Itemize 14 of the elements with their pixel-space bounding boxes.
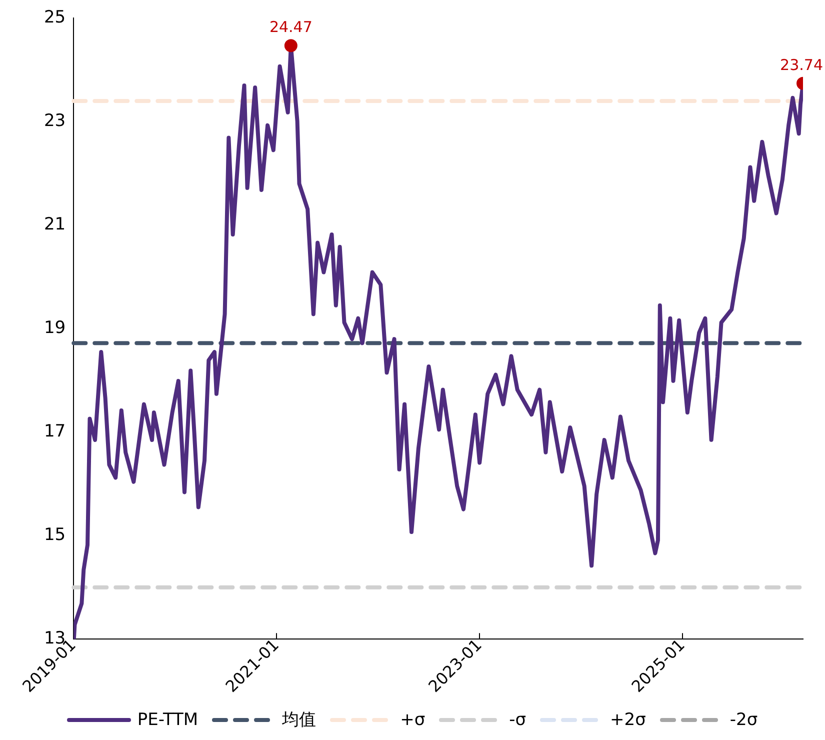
legend-label: +σ bbox=[400, 710, 426, 730]
data-label: 23.74 bbox=[780, 56, 824, 74]
legend-label: 均值 bbox=[282, 709, 316, 731]
y-tick-label: 25 bbox=[44, 8, 66, 28]
legend-label: -2σ bbox=[730, 710, 758, 730]
y-tick-label: 15 bbox=[44, 525, 66, 546]
data-label: 24.47 bbox=[269, 18, 312, 36]
legend-label: PE-TTM bbox=[137, 710, 198, 730]
legend-label: -σ bbox=[509, 710, 526, 730]
y-tick-label: 23 bbox=[44, 111, 66, 132]
legend-label: +2σ bbox=[610, 710, 646, 730]
y-tick-label: 19 bbox=[44, 318, 66, 338]
y-tick-label: 17 bbox=[44, 422, 66, 442]
y-tick-label: 21 bbox=[44, 214, 66, 235]
